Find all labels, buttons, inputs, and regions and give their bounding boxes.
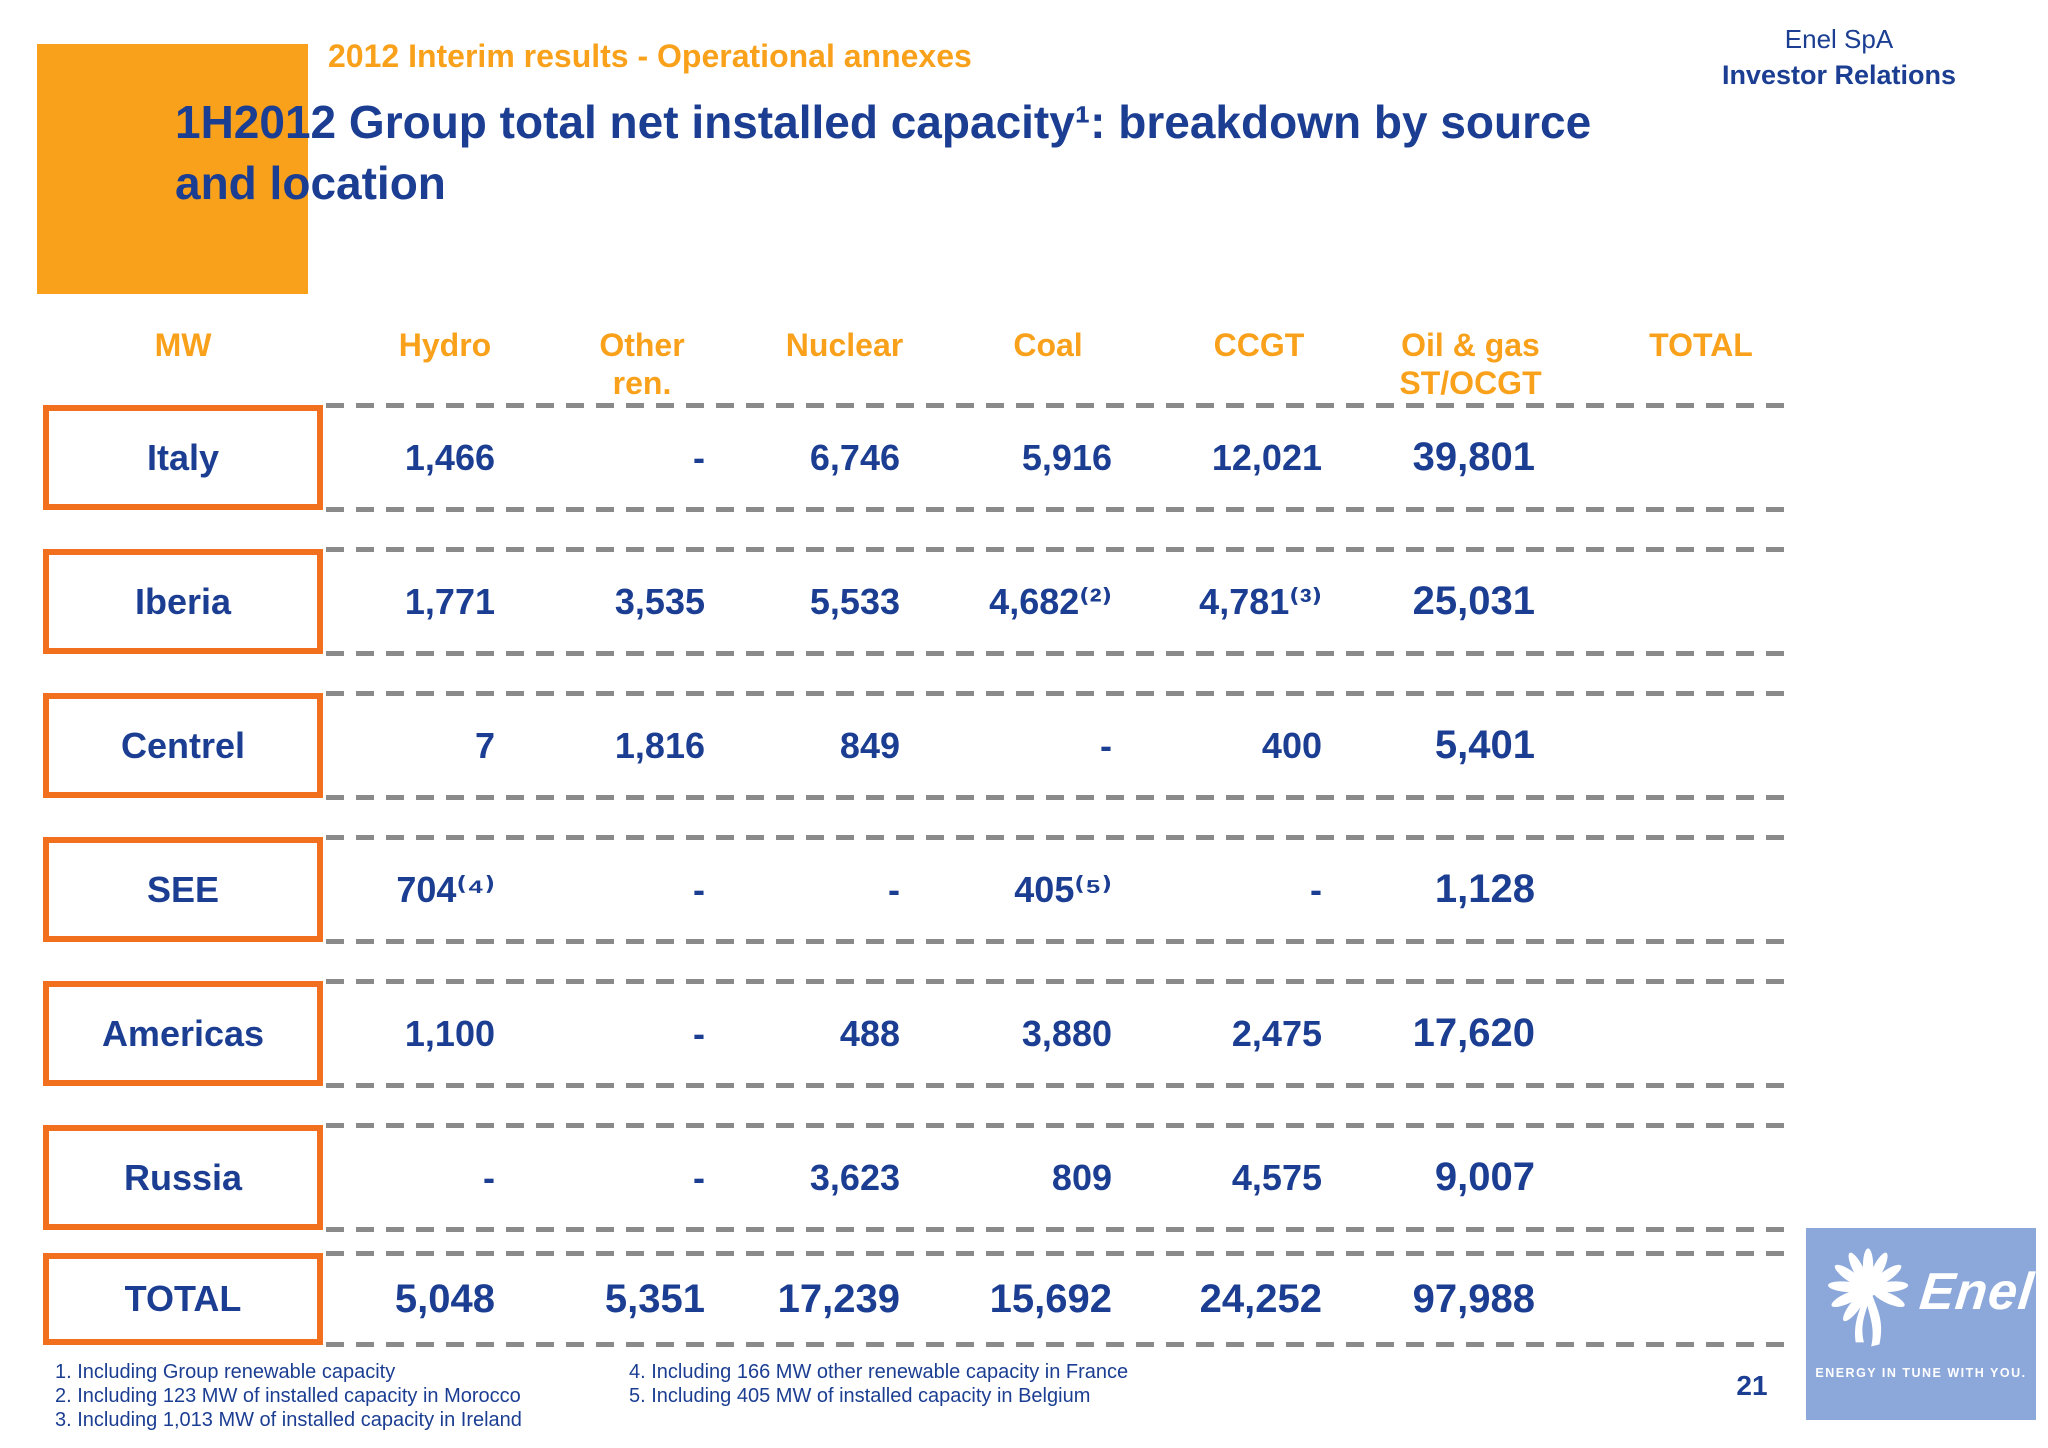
capacity-table: Italy 13,652 1,466 - 6,746 5,916 12,021 … xyxy=(43,403,1795,1347)
footnote-2: 2. Including 123 MW of installed capacit… xyxy=(55,1385,521,1407)
table-row-centrel: Centrel 2,329 7 1,816 849 - 400 5,401 xyxy=(43,691,1795,800)
column-header-other-ren: Other ren. xyxy=(599,327,685,402)
table-row-russia: Russia - - - 3,623 809 4,575 9,007 xyxy=(43,1123,1795,1232)
cell-oil-gas: 4,781⁽³⁾ xyxy=(1199,580,1322,622)
row-label: SEE xyxy=(146,868,220,910)
row-label-box: TOTAL xyxy=(43,1253,323,1345)
company-name: Enel SpA xyxy=(1784,24,1894,54)
column-header-ccgt: CCGT xyxy=(1213,327,1305,363)
cell-other-ren: 704⁽⁴⁾ xyxy=(396,868,495,910)
cell-coal: 488 xyxy=(839,1012,900,1054)
footnote-4: 4. Including 166 MW other renewable capa… xyxy=(629,1361,1129,1383)
cell-nuclear: - xyxy=(693,436,705,478)
cell-coal: - xyxy=(888,868,900,910)
row-label: Russia xyxy=(123,1156,243,1198)
enel-logo-mark: Enel xyxy=(1814,1234,2036,1364)
table-row-see: SEE 19 704⁽⁴⁾ - - 405⁽⁵⁾ - 1,128 xyxy=(43,835,1795,944)
cell-oil-gas: 12,021 xyxy=(1211,436,1322,478)
cell-nuclear: 5,351 xyxy=(604,1276,705,1321)
row-label: Italy xyxy=(146,436,220,478)
cell-nuclear: 3,535 xyxy=(614,580,705,622)
cell-coal: 17,239 xyxy=(777,1276,900,1321)
cell-coal: 3,623 xyxy=(809,1156,900,1198)
cell-ccgt: 5,916 xyxy=(1021,436,1112,478)
cell-oil-gas: - xyxy=(1310,868,1322,910)
column-header-coal: Coal xyxy=(1013,327,1083,363)
row-label-box: Americas xyxy=(43,981,323,1086)
footnote-1: 1. Including Group renewable capacity xyxy=(55,1361,396,1383)
footnotes-column-2: 4. Including 166 MW other renewable capa… xyxy=(629,1360,1128,1408)
cell-total: 25,031 xyxy=(1412,579,1535,623)
cell-total: 9,007 xyxy=(1434,1155,1535,1199)
company-block: Enel SpA Investor Relations xyxy=(1722,22,1956,94)
page-number: 21 xyxy=(1736,1370,1768,1401)
row-label-box: SEE xyxy=(43,837,323,942)
unit-label: MW xyxy=(154,327,212,363)
enel-tagline: ENERGY IN TUNE WITH YOU. xyxy=(1815,1366,2027,1380)
cell-total: 39,801 xyxy=(1412,435,1535,479)
cell-oil-gas: 400 xyxy=(1261,724,1322,766)
deck-title: 2012 Interim results - Operational annex… xyxy=(328,38,972,74)
cell-total: 1,128 xyxy=(1434,867,1535,911)
orange-accent-block xyxy=(37,44,308,294)
cell-ccgt: 15,692 xyxy=(989,1276,1112,1321)
cell-ccgt: 405⁽⁵⁾ xyxy=(1014,868,1112,910)
cell-ccgt: - xyxy=(1100,724,1112,766)
cell-ccgt: 4,682⁽²⁾ xyxy=(989,580,1112,622)
footnote-5: 5. Including 405 MW of installed capacit… xyxy=(629,1385,1091,1407)
cell-nuclear: - xyxy=(693,868,705,910)
row-label-box: Centrel xyxy=(43,693,323,798)
cell-other-ren: 1,771 xyxy=(404,580,495,622)
cell-other-ren: 1,466 xyxy=(404,436,495,478)
capacity-table-header: MW Hydro Other ren. Nuclear Coal CCGT Oi… xyxy=(43,326,1795,406)
cell-nuclear: 1,816 xyxy=(614,724,705,766)
cell-nuclear: - xyxy=(693,1012,705,1054)
footnotes-column-1: 1. Including Group renewable capacity 2.… xyxy=(55,1360,522,1432)
enel-logo-text: Enel xyxy=(1916,1263,2036,1321)
cell-total: 97,988 xyxy=(1412,1276,1535,1321)
row-label-box: Iberia xyxy=(43,549,323,654)
table-row-iberia: Iberia 4,729 1,771 3,535 5,533 4,682⁽²⁾ … xyxy=(43,547,1795,656)
cell-ccgt: 809 xyxy=(1051,1156,1112,1198)
cell-oil-gas: 4,575 xyxy=(1231,1156,1322,1198)
cell-coal: 5,533 xyxy=(809,580,900,622)
row-label: TOTAL xyxy=(124,1278,242,1319)
cell-other-ren: - xyxy=(483,1156,495,1198)
row-label: Americas xyxy=(101,1012,265,1054)
column-header-nuclear: Nuclear xyxy=(785,327,904,363)
cell-total: 5,401 xyxy=(1434,723,1535,767)
cell-other-ren: 5,048 xyxy=(394,1276,495,1321)
row-label: Centrel xyxy=(120,724,246,766)
footnote-3: 3. Including 1,013 MW of installed capac… xyxy=(55,1409,522,1431)
column-header-oil-gas: Oil & gas ST/OCGT xyxy=(1399,327,1542,402)
table-row-americas: Americas 9,677 1,100 - 488 3,880 2,475 1… xyxy=(43,979,1795,1088)
cell-other-ren: 7 xyxy=(474,724,495,766)
table-row-italy: Italy 13,652 1,466 - 6,746 5,916 12,021 … xyxy=(43,403,1795,512)
row-label-box: Italy xyxy=(43,405,323,510)
cell-ccgt: 3,880 xyxy=(1021,1012,1112,1054)
column-header-total: TOTAL xyxy=(1649,327,1753,363)
table-row-total: TOTAL 30,406 5,048 5,351 17,239 15,692 2… xyxy=(43,1251,1795,1347)
enel-logo: Enel ENERGY IN TUNE WITH YOU. xyxy=(1806,1228,2036,1420)
company-department: Investor Relations xyxy=(1721,60,1956,91)
row-label-box: Russia xyxy=(43,1125,323,1230)
cell-coal: 6,746 xyxy=(809,436,900,478)
cell-coal: 849 xyxy=(839,724,900,766)
column-header-hydro: Hydro xyxy=(398,327,492,363)
row-label: Iberia xyxy=(134,580,232,622)
enel-flower-icon xyxy=(1827,1248,1909,1347)
cell-total: 17,620 xyxy=(1412,1011,1535,1055)
slide-title: 1H2012 Group total net installed capacit… xyxy=(175,96,1592,209)
cell-other-ren: 1,100 xyxy=(404,1012,495,1054)
cell-oil-gas: 2,475 xyxy=(1231,1012,1322,1054)
cell-nuclear: - xyxy=(693,1156,705,1198)
cell-oil-gas: 24,252 xyxy=(1199,1276,1322,1321)
